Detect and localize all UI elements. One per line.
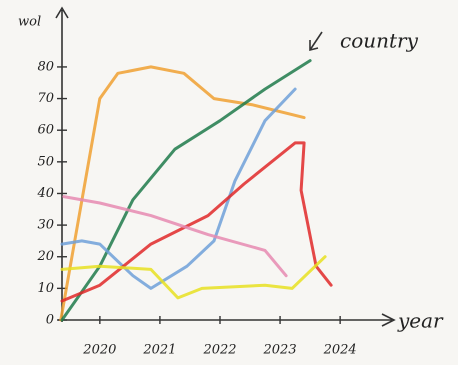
y-tick-label: 40 [36, 186, 54, 201]
line-series [60, 141, 333, 303]
x-tick-label: 2024 [323, 343, 357, 358]
y-tick-label: 30 [37, 218, 54, 233]
x-axis [58, 313, 396, 327]
line-series [60, 255, 327, 300]
y-axis-label: wol [18, 15, 41, 30]
x-tick-label: 2021 [142, 343, 176, 358]
annotation: country [340, 29, 419, 53]
annotation-arrow [309, 31, 323, 52]
line-series [59, 65, 306, 322]
y-tick-label: 60 [37, 123, 54, 138]
x-tick-label: 2020 [82, 343, 116, 358]
y-tick-label: 80 [37, 59, 54, 74]
x-axis-label: year [397, 309, 444, 333]
x-tick-label: 2022 [202, 343, 236, 358]
y-axis [55, 6, 69, 322]
line-series [60, 87, 297, 290]
y-tick-label: 70 [37, 91, 54, 106]
y-tick-label: 20 [36, 249, 54, 264]
y-tick-label: 10 [37, 281, 54, 296]
y-tick-label: 0 [46, 313, 54, 328]
line-series [62, 195, 288, 278]
x-tick-label: 2023 [263, 343, 297, 358]
y-tick-label: 50 [37, 154, 54, 169]
